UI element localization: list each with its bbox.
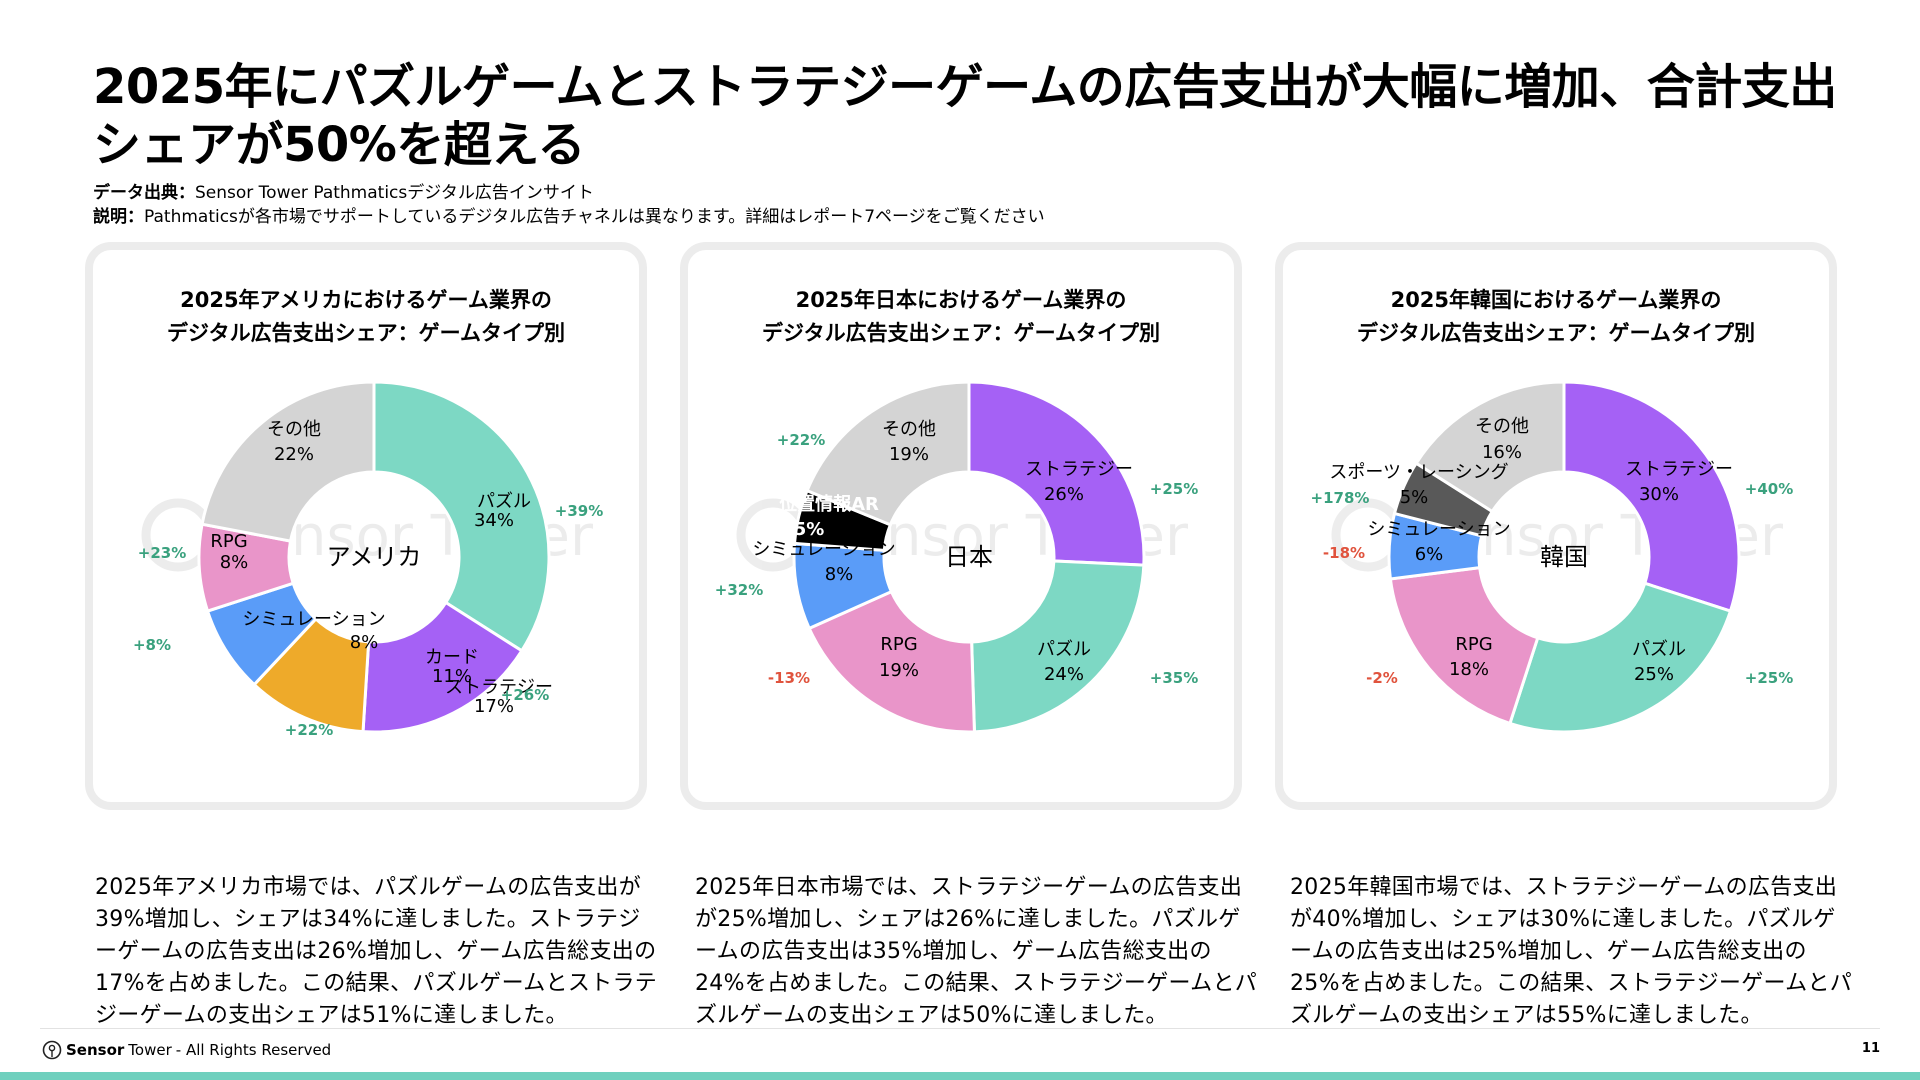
segment-share-location-ar: 5% [794, 519, 825, 540]
data-note-label: 説明： [93, 207, 144, 227]
footer-brand-tower: Tower [128, 1041, 172, 1059]
segment-share-card: 11% [432, 666, 472, 687]
segment-change-rpg: +23% [138, 544, 186, 562]
segment-share-other: 22% [274, 444, 314, 465]
donut-center-label: 日本 [945, 543, 993, 571]
segment-share-strategy: 17% [474, 696, 514, 717]
segment-name-puzzle: パズル [1632, 639, 1686, 660]
description-korea: 2025年韓国市場では、ストラテジーゲームの広告支出が40%増加し、シェアは30… [1290, 875, 1853, 1028]
chart-title-line1: 2025年アメリカにおけるゲーム業界の [180, 288, 552, 312]
segment-name-puzzle: パズル [1037, 639, 1091, 660]
segment-share-rpg: 8% [220, 552, 249, 573]
sensor-tower-logo-icon [42, 1040, 62, 1060]
donut-segment-other [1414, 380, 1566, 514]
donut-chart-usa: Sensor Towerアメリカパズル34%ストラテジー17%カード11%シミュ… [133, 380, 603, 739]
description-usa: 2025年アメリカ市場では、パズルゲームの広告支出が39%増加し、シェアは34%… [95, 875, 658, 1028]
segment-change-simulation: +8% [133, 636, 171, 654]
donut-center-label: 韓国 [1540, 543, 1588, 571]
footer-brand-sensor: Sensor [66, 1041, 125, 1059]
segment-share-simulation: 6% [1415, 544, 1444, 565]
donut-segment-strategy [361, 600, 524, 734]
chart-title-line2: デジタル広告支出シェア：ゲームタイプ別 [762, 321, 1160, 345]
segment-change-rpg: -13% [768, 669, 810, 687]
segment-share-sports-racing: 5% [1400, 487, 1429, 508]
segment-share-puzzle: 25% [1634, 664, 1674, 685]
chart-title-line2: デジタル広告支出シェア：ゲームタイプ別 [1357, 321, 1755, 345]
segment-change-simulation: +32% [715, 581, 763, 599]
chart-title-line2: デジタル広告支出シェア：ゲームタイプ別 [167, 321, 565, 345]
donut-segment-other [805, 380, 971, 527]
segment-share-puzzle: 34% [474, 510, 514, 531]
donut-center-label: アメリカ [327, 543, 422, 571]
donut-segment-puzzle [970, 559, 1146, 734]
donut-segment-puzzle [1508, 581, 1733, 734]
segment-share-simulation: 8% [825, 564, 854, 585]
footer-divider [40, 1028, 1880, 1029]
segment-share-strategy: 26% [1044, 484, 1084, 505]
segment-name-simulation: シミュレーション [242, 609, 385, 630]
segment-name-rpg: RPG [1455, 634, 1492, 655]
chart-card-japan: 2025年日本におけるゲーム業界の デジタル広告支出シェア：ゲームタイプ別 Se… [680, 242, 1242, 810]
chart-title-japan: 2025年日本におけるゲーム業界の デジタル広告支出シェア：ゲームタイプ別 [688, 284, 1234, 350]
donut-segment-puzzle [372, 380, 551, 653]
segment-name-card: カード [425, 647, 479, 668]
chart-card-usa: 2025年アメリカにおけるゲーム業界の デジタル広告支出シェア：ゲームタイプ別 … [85, 242, 647, 810]
segment-share-simulation: 8% [350, 632, 379, 653]
segment-name-sports-racing: スポーツ・レーシング [1329, 462, 1508, 483]
segment-share-rpg: 19% [879, 660, 919, 681]
donut-segment-strategy [1562, 380, 1741, 613]
donut-segment-other [200, 380, 376, 543]
segment-name-rpg: RPG [210, 531, 247, 552]
segment-change-rpg: -2% [1366, 669, 1398, 687]
segment-name-rpg: RPG [880, 634, 917, 655]
bottom-accent-bar [0, 1072, 1920, 1080]
segment-change-strategy: +25% [1150, 480, 1198, 498]
donut-segment-rpg [807, 589, 976, 734]
segment-change-simulation: -18% [1323, 544, 1365, 562]
chart-title-line1: 2025年日本におけるゲーム業界の [795, 288, 1127, 312]
chart-title-usa: 2025年アメリカにおけるゲーム業界の デジタル広告支出シェア：ゲームタイプ別 [93, 284, 639, 350]
data-note-text: Pathmaticsが各市場でサポートしているデジタル広告チャネルは異なります。… [144, 207, 1045, 227]
segment-name-strategy: ストラテジー [1625, 459, 1733, 480]
segment-share-other: 16% [1482, 442, 1522, 463]
segment-change-card: +22% [285, 721, 333, 739]
segment-change-sports-racing: +178% [1311, 489, 1370, 507]
page-number: 11 [1861, 1041, 1880, 1056]
segment-name-simulation: シミュレーション [1367, 519, 1510, 540]
donut-segment-rpg [1388, 565, 1540, 726]
segment-change-other: +22% [777, 431, 825, 449]
segment-share-strategy: 30% [1639, 484, 1679, 505]
footer-brand: Sensor Tower - All Rights Reserved [42, 1040, 331, 1060]
segment-share-rpg: 18% [1449, 659, 1489, 680]
donut-segment-strategy [967, 380, 1146, 567]
page-title: 2025年にパズルゲームとストラテジーゲームの広告支出が大幅に増加、合計支出シェ… [93, 59, 1837, 173]
data-source: データ出典：Sensor Tower Pathmaticsデジタル広告インサイト [93, 182, 594, 204]
segment-change-strategy: +40% [1745, 480, 1793, 498]
segment-name-other: その他 [1475, 416, 1529, 437]
segment-change-puzzle: +25% [1745, 669, 1793, 687]
segment-change-strategy: +26% [501, 686, 549, 704]
segment-share-puzzle: 24% [1044, 664, 1084, 685]
segment-name-puzzle: パズル [477, 491, 531, 512]
segment-name-other: その他 [882, 419, 936, 440]
data-source-text: Sensor Tower Pathmaticsデジタル広告インサイト [195, 183, 594, 203]
donut-chart-japan: Sensor Tower日本ストラテジー26%パズル24%RPG19%シミュレー… [715, 380, 1198, 734]
description-japan: 2025年日本市場では、ストラテジーゲームの広告支出が25%増加し、シェアは26… [695, 875, 1258, 1028]
segment-name-simulation: シミュレーション [752, 539, 895, 560]
donut-chart-korea: Sensor Tower韓国ストラテジー30%パズル25%RPG18%シミュレー… [1311, 380, 1793, 734]
segment-name-strategy: ストラテジー [1025, 459, 1133, 480]
chart-title-line1: 2025年韓国におけるゲーム業界の [1390, 288, 1722, 312]
segment-name-other: その他 [267, 419, 321, 440]
segment-change-puzzle: +35% [1150, 669, 1198, 687]
chart-card-korea: 2025年韓国におけるゲーム業界の デジタル広告支出シェア：ゲームタイプ別 Se… [1275, 242, 1837, 810]
segment-change-puzzle: +39% [555, 502, 603, 520]
segment-name-location-ar: 位置情報AR [779, 493, 879, 515]
data-note: 説明：Pathmaticsが各市場でサポートしているデジタル広告チャネルは異なり… [93, 206, 1045, 228]
footer-rights: - All Rights Reserved [175, 1041, 332, 1059]
data-source-label: データ出典： [93, 183, 195, 203]
segment-name-strategy: ストラテジー [445, 677, 553, 698]
segment-share-other: 19% [889, 444, 929, 465]
chart-title-korea: 2025年韓国におけるゲーム業界の デジタル広告支出シェア：ゲームタイプ別 [1283, 284, 1829, 350]
